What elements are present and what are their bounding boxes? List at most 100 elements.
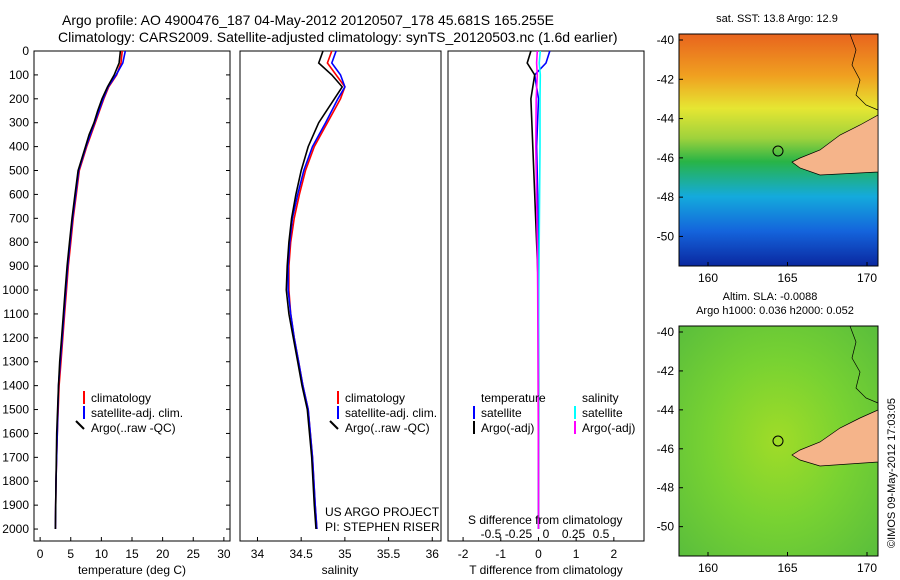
map-y-tick-label: -44 [657, 112, 675, 126]
depth-tick-label: 200 [9, 92, 29, 106]
difference-panel: -2 -1 0 1 2 -0.5 -0.25 0 0.25 0.5 temperature sa… [447, 50, 645, 577]
x-tick-label: 0 [535, 547, 542, 561]
legend-satellite: satellite-adj. clim. [91, 406, 183, 420]
coastline [849, 33, 879, 111]
x-tick-label: 34 [251, 547, 265, 561]
series-line-argo-raw-qc- [285, 50, 344, 530]
header-line-1: Argo profile: AO 4900476_187 04-May-2012… [62, 12, 554, 28]
map-x-tick-label: 170 [857, 271, 877, 285]
depth-tick-label: 1800 [2, 474, 29, 488]
legend-argo-swatch [75, 420, 85, 430]
s-difference-label: S difference from climatology [468, 513, 623, 527]
depth-tick-label: 700 [9, 211, 29, 225]
x-tick-label: 35 [338, 547, 352, 561]
sst-map: sat. SST: 13.8 Argo: 12.9 -40 -42 -44 -46 -4… [657, 13, 879, 285]
x-tick-label: 0 [37, 547, 44, 561]
depth-tick-label: 1200 [2, 331, 29, 345]
depth-tick-label: 1700 [2, 450, 29, 464]
x-tick-label: 10 [95, 547, 109, 561]
map-x-tick-label: 160 [698, 271, 718, 285]
legend-satellite: satellite-adj. clim. [345, 406, 437, 420]
x-tick-label: 1 [573, 547, 580, 561]
series-line-argo-raw-qc- [54, 50, 122, 530]
temperature-panel: 0100200300400500600700800900100011001200… [2, 44, 452, 577]
timestamp-stamp: ©IMOS 09-May-2012 17:03:05 [886, 398, 898, 548]
project-label: US ARGO PROJECT [325, 505, 440, 519]
legend-climatology: climatology [345, 391, 405, 405]
depth-tick-label: 1900 [2, 498, 29, 512]
salinity-panel: 34 34.5 35 35.5 36 climatology satellite-adj… [239, 50, 442, 577]
depth-tick-label: 300 [9, 116, 29, 130]
land-mass [791, 326, 879, 467]
sla-map: Altim. SLA: -0.0088 Argo h1000: 0.036 h2… [657, 291, 879, 575]
x-tick-label: 34.5 [289, 547, 313, 561]
map-y-tick-label: -44 [657, 403, 675, 417]
depth-tick-label: 2000 [2, 522, 29, 536]
depth-tick-label: 1600 [2, 426, 29, 440]
legend-climatology: climatology [91, 391, 151, 405]
sla-map-title-1: Altim. SLA: -0.0088 [723, 291, 818, 303]
map-y-tick-label: -40 [657, 33, 675, 47]
difference-legend: temperature satellite Argo(-adj) salinit… [473, 391, 635, 435]
series-line-satellite-adj-clim- [287, 50, 346, 530]
depth-tick-label: 900 [9, 259, 29, 273]
depth-tick-label: 1000 [2, 283, 29, 297]
x-tick-label: 5 [67, 547, 74, 561]
x-tick-label: 20 [156, 547, 170, 561]
coastline [849, 325, 879, 404]
legend-argo: Argo(..raw -QC) [91, 421, 176, 435]
legend-salinity-title: salinity [582, 391, 619, 405]
map-y-tick-label: -40 [657, 325, 675, 339]
depth-tick-label: 800 [9, 235, 29, 249]
sla-map-title-2: Argo h1000: 0.036 h2000: 0.052 [696, 305, 854, 317]
legend-s-argo: Argo(-adj) [582, 421, 635, 435]
depth-tick-label: 500 [9, 164, 29, 178]
x-tick-label: 2 [611, 547, 618, 561]
legend-t-argo: Argo(-adj) [481, 421, 534, 435]
s-tick-label: 0 [543, 527, 550, 541]
depth-tick-label: 1500 [2, 403, 29, 417]
s-tick-label: 0.5 [593, 527, 610, 541]
legend-t-satellite: satellite [481, 406, 522, 420]
argo-location-marker [772, 145, 784, 157]
map-x-tick-label: 170 [857, 561, 877, 575]
sst-map-title: sat. SST: 13.8 Argo: 12.9 [716, 13, 838, 25]
legend-argo-swatch [329, 420, 339, 430]
map-y-tick-label: -48 [657, 190, 675, 204]
difference-axes-frame [447, 50, 645, 542]
salinity-xlabel: salinity [322, 563, 359, 577]
depth-tick-label: 1300 [2, 355, 29, 369]
depth-tick-label: 600 [9, 187, 29, 201]
salinity-axes-frame [239, 50, 442, 542]
map-y-tick-label: -46 [657, 442, 675, 456]
map-y-tick-label: -46 [657, 151, 675, 165]
map-x-tick-label: 165 [777, 271, 797, 285]
series-line-salinity-argo-adj- [534, 50, 540, 529]
map-x-tick-label: 165 [777, 561, 797, 575]
land-mass [791, 34, 879, 176]
legend-temperature-title: temperature [481, 391, 546, 405]
depth-tick-label: 400 [9, 140, 29, 154]
map-y-tick-label: -42 [657, 364, 675, 378]
x-tick-label: -2 [458, 547, 469, 561]
temperature-axes-frame [33, 50, 231, 542]
temperature-legend: climatology satellite-adj. clim. Argo(..… [75, 391, 183, 435]
t-difference-xlabel: T difference from climatology [469, 563, 623, 577]
legend-argo: Argo(..raw -QC) [345, 421, 430, 435]
x-tick-label: -1 [495, 547, 506, 561]
s-tick-label: -0.5 [481, 527, 502, 541]
map-y-tick-label: -48 [657, 481, 675, 495]
temperature-xlabel: temperature (deg C) [78, 563, 186, 577]
salinity-legend: climatology satellite-adj. clim. Argo(..… [329, 391, 437, 435]
s-tick-label: -0.25 [505, 527, 533, 541]
map-y-tick-label: -50 [657, 520, 675, 534]
map-y-tick-label: -42 [657, 72, 675, 86]
depth-tick-label: 1400 [2, 379, 29, 393]
depth-tick-label: 100 [9, 68, 29, 82]
depth-tick-label: 1100 [3, 307, 29, 321]
legend-s-satellite: satellite [582, 406, 623, 420]
x-tick-label: 36 [426, 547, 440, 561]
header-line-2: Climatology: CARS2009. Satellite-adjuste… [58, 29, 618, 45]
depth-tick-label: 0 [22, 44, 29, 58]
